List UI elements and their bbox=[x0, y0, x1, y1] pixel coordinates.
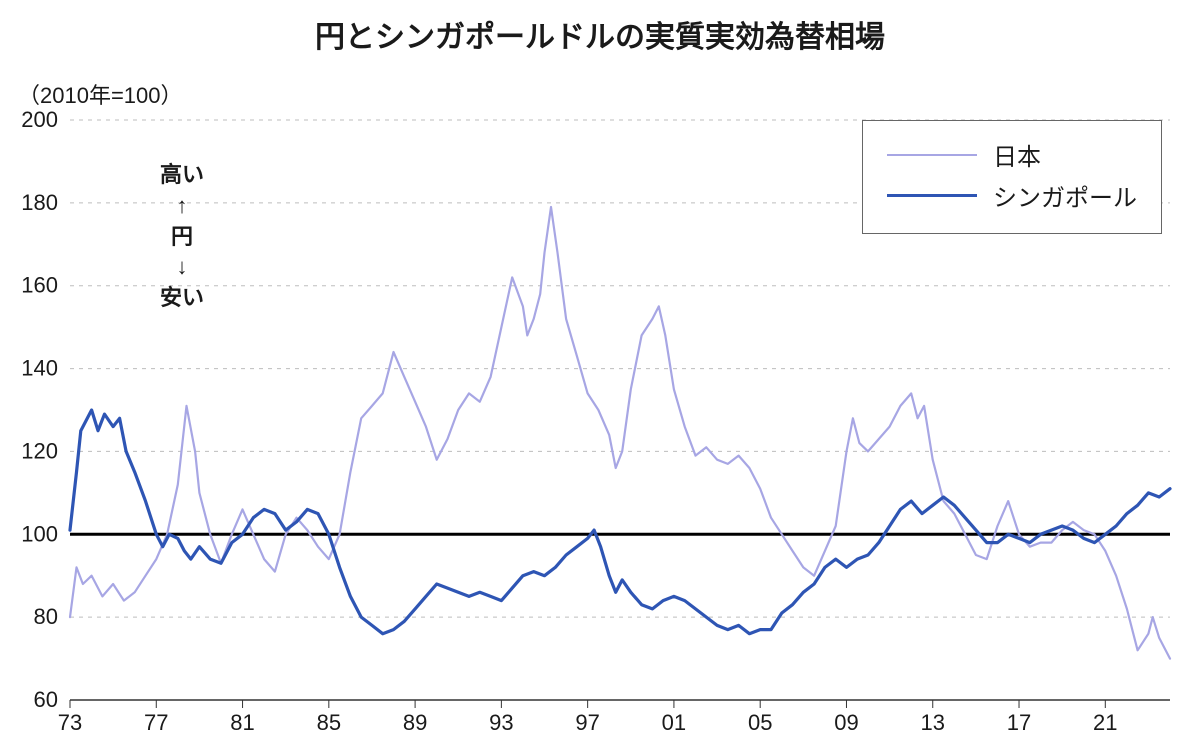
y-tick-label: 160 bbox=[21, 273, 58, 298]
x-tick-label: 21 bbox=[1093, 710, 1117, 735]
x-tick-label: 77 bbox=[144, 710, 168, 735]
yen-direction-annotation: 高い ↑ 円 ↓ 安い bbox=[160, 160, 204, 314]
x-tick-label: 01 bbox=[662, 710, 686, 735]
legend-swatch bbox=[887, 194, 977, 197]
x-tick-label: 93 bbox=[489, 710, 513, 735]
annot-high: 高い bbox=[160, 160, 204, 191]
series-japan bbox=[70, 207, 1170, 659]
line-chart-svg: 60 80 100 120 140 160 180 200 73 77 81 85 89 93 97 01 05… bbox=[0, 0, 1200, 753]
y-tick-label: 180 bbox=[21, 190, 58, 215]
legend-swatch bbox=[887, 154, 977, 156]
y-tick-label: 200 bbox=[21, 107, 58, 132]
x-tick-label: 73 bbox=[58, 710, 82, 735]
annot-low: 安い bbox=[160, 283, 204, 314]
annot-up: ↑ bbox=[160, 191, 204, 222]
y-tick-label: 120 bbox=[21, 438, 58, 463]
legend: 日本シンガポール bbox=[862, 120, 1162, 234]
annot-down: ↓ bbox=[160, 252, 204, 283]
y-tick-label: 60 bbox=[34, 687, 58, 712]
x-tick-label: 85 bbox=[317, 710, 341, 735]
annot-mid: 円 bbox=[160, 222, 204, 253]
y-tick-label: 80 bbox=[34, 604, 58, 629]
x-tick-label: 89 bbox=[403, 710, 427, 735]
x-tick-label: 81 bbox=[230, 710, 254, 735]
legend-item: シンガポール bbox=[887, 178, 1137, 213]
x-tick-label: 05 bbox=[748, 710, 772, 735]
x-tick-label: 09 bbox=[834, 710, 858, 735]
x-tick-label: 13 bbox=[921, 710, 945, 735]
series-singapore bbox=[70, 410, 1170, 634]
y-tick-label: 100 bbox=[21, 521, 58, 546]
chart-container: 円とシンガポールドルの実質実効為替相場 （2010年=100） 60801001… bbox=[0, 0, 1200, 753]
legend-item: 日本 bbox=[887, 137, 1137, 172]
legend-label: シンガポール bbox=[993, 178, 1137, 213]
legend-label: 日本 bbox=[993, 137, 1041, 172]
x-tick-label: 97 bbox=[575, 710, 599, 735]
y-tick-label: 140 bbox=[21, 356, 58, 381]
x-tick-label: 17 bbox=[1007, 710, 1031, 735]
